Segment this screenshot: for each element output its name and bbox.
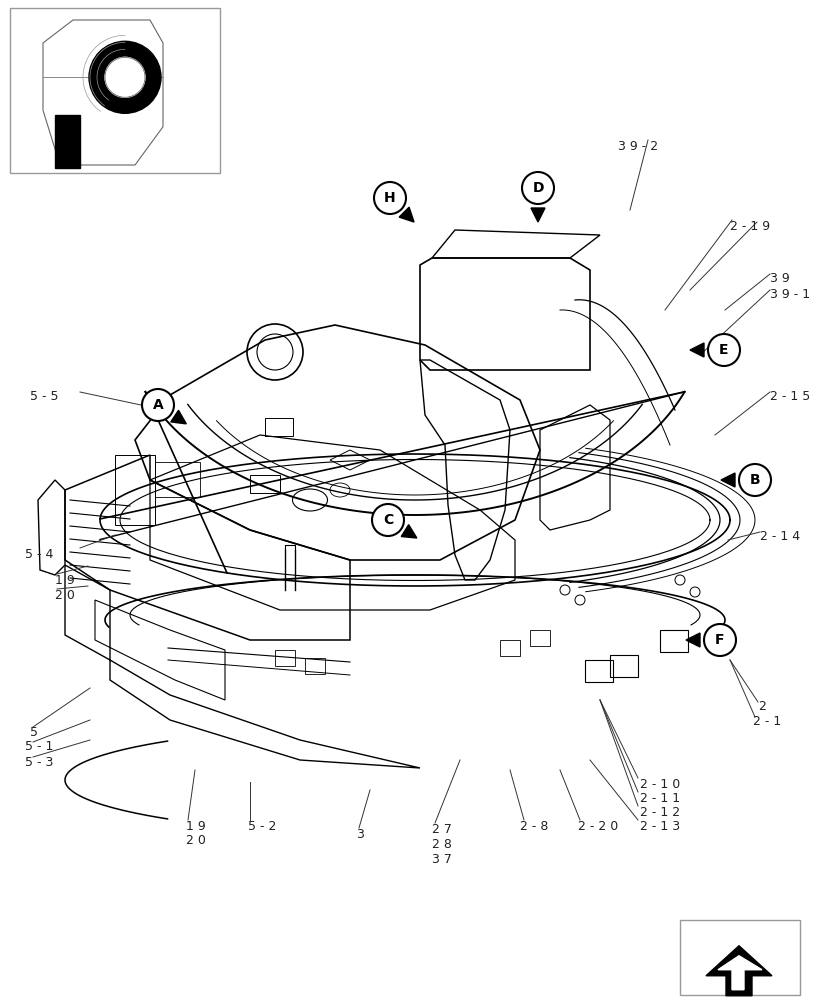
Polygon shape xyxy=(706,946,772,996)
Text: 2 - 1 5: 2 - 1 5 xyxy=(770,390,810,403)
Polygon shape xyxy=(399,207,414,222)
Circle shape xyxy=(89,41,161,113)
Text: 5 - 3: 5 - 3 xyxy=(25,756,53,769)
Polygon shape xyxy=(401,525,417,538)
Text: 2 8: 2 8 xyxy=(432,838,452,851)
Text: A: A xyxy=(153,398,163,412)
Bar xyxy=(250,475,280,493)
Bar xyxy=(585,660,613,682)
Text: 5 - 2: 5 - 2 xyxy=(248,820,277,833)
Text: 2 - 1 2: 2 - 1 2 xyxy=(640,806,680,819)
Text: 5: 5 xyxy=(30,726,38,739)
Text: 3: 3 xyxy=(356,828,364,841)
Bar xyxy=(530,630,550,646)
Bar xyxy=(275,650,295,666)
Text: 2 - 1 4: 2 - 1 4 xyxy=(760,530,800,543)
Polygon shape xyxy=(690,343,704,357)
Polygon shape xyxy=(55,115,80,168)
Text: C: C xyxy=(383,513,393,527)
Text: 2 - 8: 2 - 8 xyxy=(520,820,548,833)
Text: 2 0: 2 0 xyxy=(186,834,206,847)
Text: 2 - 1 0: 2 - 1 0 xyxy=(640,778,681,791)
Polygon shape xyxy=(531,208,545,222)
Text: 3 7: 3 7 xyxy=(432,853,452,866)
Circle shape xyxy=(522,172,554,204)
Text: 5 - 1: 5 - 1 xyxy=(25,740,53,753)
Circle shape xyxy=(372,504,404,536)
Circle shape xyxy=(142,389,174,421)
Text: F: F xyxy=(716,633,725,647)
Circle shape xyxy=(708,334,740,366)
Bar xyxy=(115,455,155,525)
Bar xyxy=(610,655,638,677)
Circle shape xyxy=(704,624,736,656)
Text: B: B xyxy=(750,473,761,487)
Circle shape xyxy=(105,57,145,97)
Text: 5 - 4: 5 - 4 xyxy=(25,548,53,561)
Text: 3 9 - 2: 3 9 - 2 xyxy=(618,140,659,153)
Text: H: H xyxy=(384,191,396,205)
Circle shape xyxy=(374,182,406,214)
Polygon shape xyxy=(718,956,762,990)
Bar xyxy=(155,462,200,497)
Polygon shape xyxy=(686,633,700,647)
Bar xyxy=(660,630,688,652)
Polygon shape xyxy=(171,410,186,424)
Bar xyxy=(10,8,220,173)
Text: 2 - 1 3: 2 - 1 3 xyxy=(640,820,680,833)
Text: 3 9 - 1: 3 9 - 1 xyxy=(770,288,810,301)
Text: 3 9: 3 9 xyxy=(770,272,790,285)
Text: 1 9: 1 9 xyxy=(186,820,206,833)
Text: 5 - 5: 5 - 5 xyxy=(30,390,59,403)
Text: 2 - 1: 2 - 1 xyxy=(753,715,781,728)
Text: 2: 2 xyxy=(758,700,766,713)
Bar xyxy=(305,658,325,674)
Text: 2 - 1 9: 2 - 1 9 xyxy=(730,220,770,233)
Text: E: E xyxy=(719,343,729,357)
Text: 2 - 1 1: 2 - 1 1 xyxy=(640,792,680,805)
Text: 2 - 2 0: 2 - 2 0 xyxy=(578,820,619,833)
Bar xyxy=(680,920,800,995)
Text: 1 9: 1 9 xyxy=(55,574,75,587)
Text: 2 7: 2 7 xyxy=(432,823,452,836)
Circle shape xyxy=(739,464,771,496)
Polygon shape xyxy=(721,473,735,487)
Bar xyxy=(265,418,293,436)
Text: 2 0: 2 0 xyxy=(55,589,75,602)
Text: D: D xyxy=(532,181,543,195)
Bar xyxy=(500,640,520,656)
